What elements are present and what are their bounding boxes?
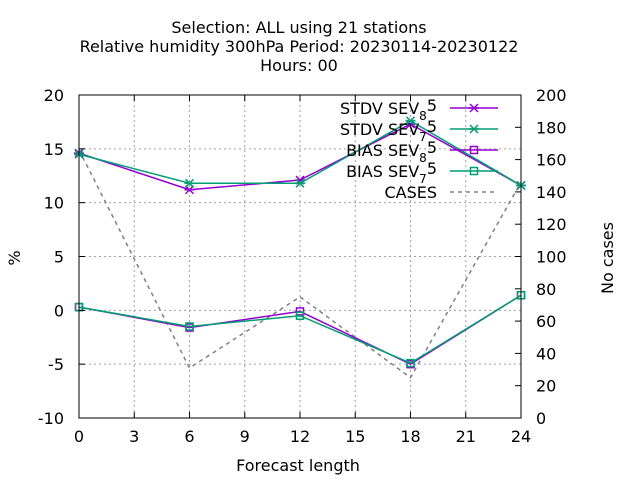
- series-4: [78, 149, 522, 379]
- y-tick-label: -5: [48, 355, 64, 374]
- data-point-square: [469, 166, 479, 176]
- legend-label: CASES: [384, 183, 437, 202]
- x-tick-label: 18: [400, 427, 420, 446]
- legend-item: STDV SEV85: [340, 96, 498, 123]
- y-tick-label: 0: [54, 301, 64, 320]
- data-point-cross: [184, 178, 195, 188]
- chart-title-line-3: Hours: 00: [260, 56, 338, 75]
- y2-tick-label: 140: [536, 183, 567, 202]
- x-tick-label: 15: [345, 427, 365, 446]
- y2-tick-label: 40: [536, 344, 556, 363]
- legend-item: BIAS SEV75: [346, 159, 498, 186]
- data-point-square: [185, 322, 194, 331]
- x-axis-label: Forecast length: [236, 456, 360, 475]
- y2-tick-label: 20: [536, 377, 556, 396]
- series-line: [78, 294, 522, 364]
- y2-tick-label: 80: [536, 280, 556, 299]
- y2-tick-label: 160: [536, 151, 567, 170]
- x-tick-label: 9: [240, 427, 250, 446]
- legend-label: BIAS SEV75: [346, 159, 437, 186]
- legend-item: CASES: [384, 183, 498, 202]
- y-tick-label: 5: [54, 248, 64, 267]
- x-tick-label: 6: [184, 427, 194, 446]
- x-tick-label: 3: [129, 427, 139, 446]
- grid: [79, 95, 521, 418]
- y-tick-label: -10: [38, 409, 64, 428]
- legend-label: STDV SEV85: [340, 96, 437, 123]
- y2-tick-label: 180: [536, 118, 567, 137]
- x-tick-label: 21: [456, 427, 476, 446]
- data-point-square: [406, 358, 415, 368]
- series-1: [74, 116, 526, 190]
- series-line: [78, 149, 522, 379]
- legend-item: STDV SEV75: [340, 117, 498, 144]
- data-point-square: [295, 311, 305, 320]
- x-tick-label: 12: [290, 427, 310, 446]
- data-point-cross: [469, 124, 479, 134]
- x-tick-label: 24: [511, 427, 531, 446]
- data-point-cross: [469, 103, 479, 113]
- x-tick-label: 0: [74, 427, 84, 446]
- data-point-square: [295, 307, 305, 316]
- axis-ticks: 0 3 6 9 12 15 18 21 24-10-5051015200204060801001…: [38, 86, 567, 446]
- data-point-square: [469, 145, 479, 155]
- legend-label: BIAS SEV85: [346, 138, 437, 165]
- plot-series: [74, 116, 526, 379]
- y2-axis-label: No cases: [598, 222, 617, 294]
- legend-item: BIAS SEV85: [346, 138, 498, 165]
- chart-title-line-1: Selection: ALL using 21 stations: [171, 18, 426, 37]
- data-point-cross: [405, 116, 416, 126]
- y-tick-label: 10: [44, 194, 64, 213]
- y-tick-label: 20: [44, 86, 64, 105]
- data-point-cross: [295, 178, 305, 188]
- y2-tick-label: 60: [536, 312, 556, 331]
- y-axis-label: %: [5, 250, 24, 265]
- y2-tick-label: 100: [536, 248, 567, 267]
- y2-tick-label: 200: [536, 86, 567, 105]
- data-point-cross: [184, 185, 195, 195]
- y2-tick-label: 0: [536, 409, 546, 428]
- y2-tick-label: 120: [536, 215, 567, 234]
- chart-title-line-2: Relative humidity 300hPa Period: 2023011…: [80, 37, 519, 56]
- y-tick-label: 15: [44, 140, 64, 159]
- legend-label: STDV SEV75: [340, 117, 437, 144]
